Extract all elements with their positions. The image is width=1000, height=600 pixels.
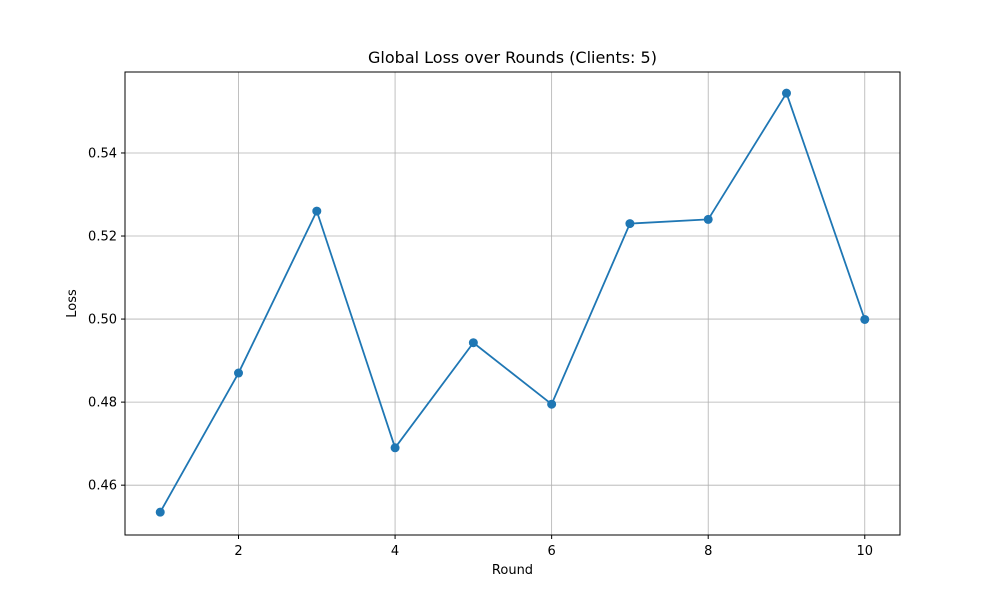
data-point xyxy=(860,314,870,324)
x-tick-label: 2 xyxy=(234,544,242,559)
plot-area-frame xyxy=(124,71,901,536)
grid xyxy=(125,72,900,535)
data-point xyxy=(703,214,713,224)
y-axis-ticks: 0.46 0.48 0.50 0.52 0.54 xyxy=(88,146,125,494)
data-point xyxy=(625,219,635,229)
x-tick-label: 4 xyxy=(391,544,399,559)
x-axis-label: Round xyxy=(492,563,533,578)
y-tick-label: 0.46 xyxy=(88,479,117,494)
y-tick-label: 0.50 xyxy=(88,313,117,328)
series-line xyxy=(159,92,866,513)
data-point xyxy=(155,507,165,517)
data-point xyxy=(390,443,400,453)
x-axis-ticks: 2 4 6 8 10 xyxy=(234,535,873,559)
y-tick-label: 0.48 xyxy=(88,396,117,411)
x-tick-label: 10 xyxy=(856,544,873,559)
x-tick-label: 6 xyxy=(548,544,556,559)
chart-title: Global Loss over Rounds (Clients: 5) xyxy=(368,48,657,67)
x-tick-label: 8 xyxy=(704,544,712,559)
data-point xyxy=(468,338,478,348)
y-axis-label: Loss xyxy=(65,289,80,318)
y-tick-label: 0.54 xyxy=(88,146,117,161)
data-point xyxy=(312,206,322,216)
data-point xyxy=(781,88,791,98)
series-layer xyxy=(155,88,870,517)
data-point xyxy=(547,399,557,409)
y-tick-label: 0.52 xyxy=(88,230,117,245)
data-point xyxy=(234,368,244,378)
